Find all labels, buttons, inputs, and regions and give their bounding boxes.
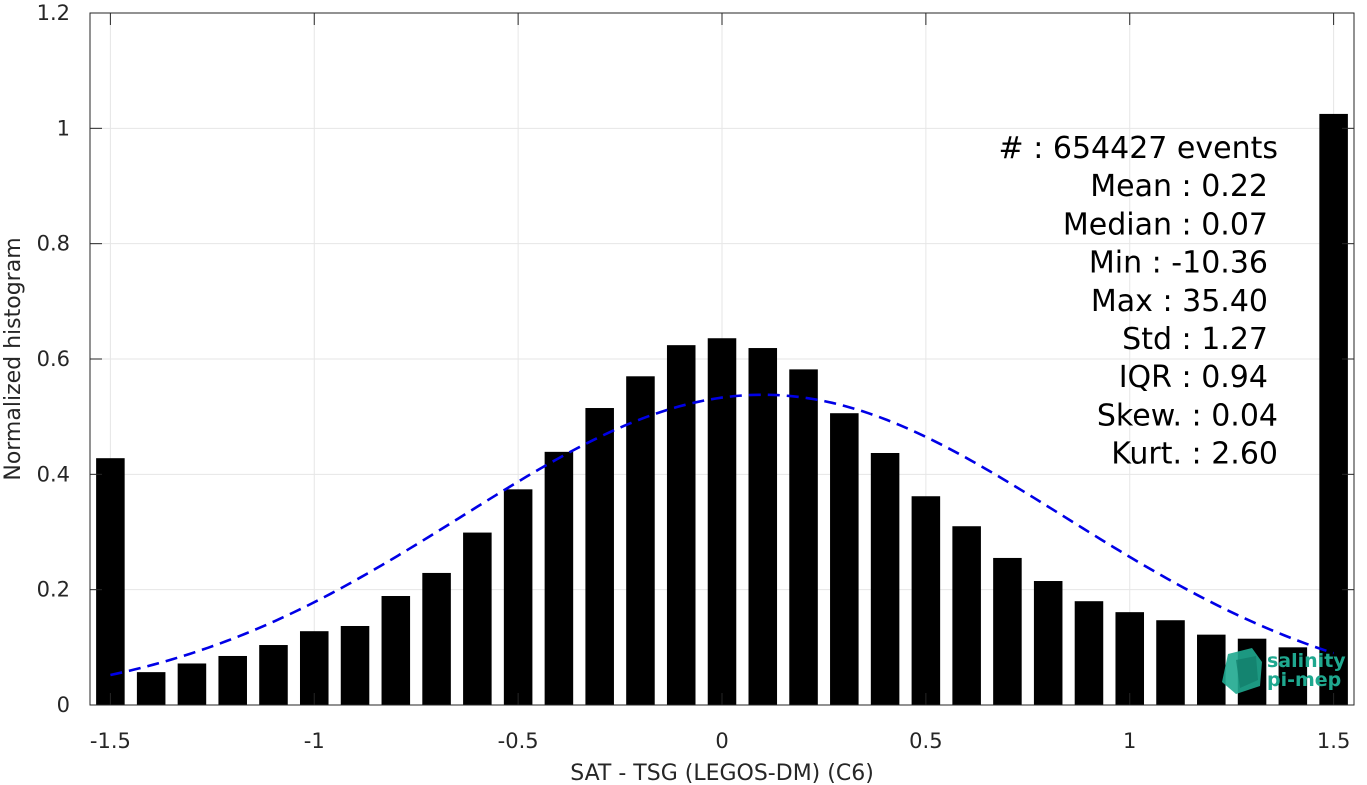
- gaussian-fit-curve: [110, 393, 1335, 677]
- bar: [381, 596, 411, 705]
- stat-line: Max : 35.40: [1091, 284, 1268, 319]
- bar: [299, 631, 329, 705]
- bar: [1074, 601, 1104, 705]
- salinity-pi-mep-logo: salinity pi-mep: [1222, 648, 1346, 694]
- stat-line: Skew. : 0.04: [1097, 398, 1278, 433]
- bar: [544, 451, 574, 705]
- bar: [870, 452, 900, 705]
- bar: [1278, 647, 1308, 705]
- bar: [993, 557, 1022, 705]
- x-tick-label: 1.5: [1317, 729, 1350, 753]
- axis-ticks: [90, 12, 1354, 706]
- stat-line: Mean : 0.22: [1090, 169, 1268, 204]
- bars: [96, 113, 1348, 705]
- bar: [1033, 581, 1063, 705]
- y-axis-label: Normalized histogram: [1, 237, 26, 480]
- y-tick-label: 0.8: [37, 232, 70, 256]
- bar: [911, 496, 941, 705]
- bar: [707, 338, 737, 705]
- x-tick-label: -1.5: [90, 729, 131, 753]
- logo-line2: pi-mep: [1267, 669, 1341, 691]
- bar: [1197, 634, 1226, 705]
- stat-line: # : 654427 events: [999, 131, 1278, 166]
- x-tick-label: 0.5: [909, 729, 942, 753]
- stat-line: Kurt. : 2.60: [1111, 437, 1278, 472]
- bar: [1319, 113, 1348, 705]
- bar: [136, 672, 166, 705]
- bar: [666, 345, 696, 705]
- x-tick-label: 1: [1123, 729, 1136, 753]
- x-tick-labels: -1.5 -1 -0.5 0 0.5 1 1.5: [90, 729, 1350, 753]
- bar: [422, 572, 451, 705]
- x-tick-label: -0.5: [498, 729, 539, 753]
- bar: [830, 413, 859, 705]
- bar: [177, 663, 207, 705]
- y-tick-label: 0.6: [37, 347, 70, 371]
- y-tick-labels: 0 0.2 0.4 0.6 0.8 1 1.2: [37, 1, 70, 717]
- bar: [1115, 612, 1145, 705]
- x-tick-label: -1: [304, 729, 325, 753]
- bar: [1156, 620, 1185, 705]
- bar: [259, 645, 288, 705]
- bar: [585, 408, 614, 705]
- bar: [463, 532, 492, 705]
- bar: [789, 369, 818, 705]
- stat-line: Min : -10.36: [1089, 246, 1268, 281]
- y-tick-label: 0.4: [37, 462, 70, 486]
- y-tick-label: 0: [57, 693, 70, 717]
- stat-line: Median : 0.07: [1063, 207, 1268, 242]
- bar: [952, 526, 981, 705]
- bar: [748, 348, 778, 705]
- stat-line: IQR : 0.94: [1119, 360, 1268, 395]
- bar: [340, 625, 370, 705]
- bar: [96, 458, 125, 705]
- y-tick-label: 1.2: [37, 1, 70, 25]
- y-tick-label: 1: [57, 116, 70, 140]
- stat-line: Std : 1.27: [1122, 322, 1268, 357]
- logo-shade-icon: [1236, 656, 1258, 688]
- bar: [503, 489, 533, 705]
- bar: [626, 376, 655, 705]
- logo-line1: salinity: [1267, 650, 1346, 672]
- y-tick-label: 0.2: [37, 578, 70, 602]
- x-axis-label: SAT - TSG (LEGOS-DM) (C6): [570, 761, 874, 785]
- x-tick-label: 0: [715, 729, 728, 753]
- bar: [218, 655, 247, 705]
